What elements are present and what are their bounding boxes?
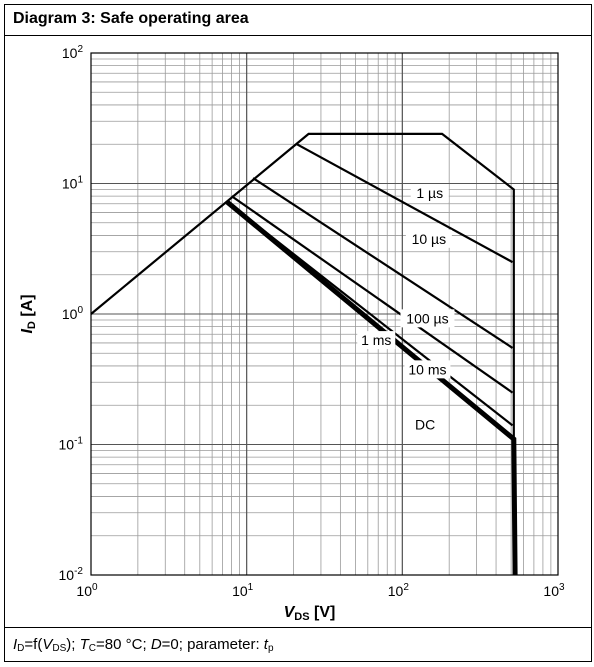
- diagram-title: Diagram 3: Safe operating area: [13, 10, 249, 27]
- curve-label-background: [404, 360, 451, 379]
- curve-label-text: 10 ms: [408, 361, 446, 377]
- curve-label-100-us: 100 µs: [400, 309, 455, 328]
- y-tick-base: 10: [62, 176, 78, 192]
- y-tick-exponent: -2: [74, 566, 83, 577]
- x-tick-labels: 100 101 102 103: [76, 582, 565, 599]
- y-tick-base: 10: [62, 306, 78, 322]
- caption-vds-symbol: V: [42, 636, 53, 653]
- y-tick-base: 10: [59, 567, 75, 583]
- x-axis-label-symbol: V: [284, 604, 296, 621]
- y-tick-label: 10-2: [59, 566, 84, 583]
- curve-label-background: [410, 184, 449, 203]
- x-tick-base: 10: [232, 583, 248, 599]
- curve-label-1-us: 1 µs: [410, 184, 449, 203]
- curve-label-text: 10 µs: [412, 231, 447, 247]
- caption-id-symbol: I: [13, 636, 18, 653]
- curve-label-10-us: 10 µs: [405, 229, 452, 248]
- caption-equals: =f(: [24, 636, 43, 653]
- y-axis-label: ID [A]: [19, 294, 38, 333]
- y-axis-label-unit: [A]: [19, 294, 36, 321]
- y-tick-label: 100: [62, 305, 84, 322]
- curve-label-background: [414, 415, 437, 434]
- caption-tc-subscript: C: [88, 643, 97, 654]
- curve-label-background: [357, 331, 396, 350]
- curve-label-background: [405, 229, 452, 248]
- x-tick-base: 10: [388, 583, 404, 599]
- caption: ID=f(VDS); TC=80 °C; D=0; parameter: tp: [13, 636, 274, 654]
- curve-label-text: DC: [415, 416, 435, 432]
- x-tick-exponent: 1: [248, 582, 254, 593]
- curve-label-DC: DC: [414, 415, 437, 434]
- x-axis-label-subscript: DS: [294, 611, 309, 623]
- caption-id-subscript: D: [17, 643, 25, 654]
- x-axis-label: VDS [V]: [284, 604, 336, 623]
- caption-d-symbol: D: [150, 636, 162, 653]
- series-line-100-us: [252, 177, 514, 349]
- caption-tp-subscript: p: [267, 643, 274, 654]
- curve-label-text: 1 µs: [416, 185, 443, 201]
- y-tick-exponent: 1: [77, 175, 83, 186]
- series-layer: [90, 132, 518, 576]
- y-axis-label-subscript: D: [26, 321, 38, 329]
- curve-label-text: 1 ms: [361, 332, 391, 348]
- y-tick-label: 10-1: [59, 436, 84, 453]
- series-line-DC: [225, 200, 518, 576]
- caption-d-value: =0; parameter:: [161, 636, 260, 653]
- x-tick-base: 10: [543, 583, 559, 599]
- caption-bar: ID=f(VDS); TC=80 °C; D=0; parameter: tp: [5, 627, 591, 661]
- curve-label-1-ms: 1 ms: [357, 331, 396, 350]
- x-axis-label-unit: [V]: [310, 604, 336, 621]
- curve-label-10-ms: 10 ms: [404, 360, 451, 379]
- series-line-1-ms: [230, 195, 514, 394]
- series-line-10-us: [296, 143, 514, 264]
- x-tick-label: 100: [76, 582, 98, 599]
- caption-tc-value: =80 °C;: [96, 636, 147, 653]
- caption-tc-symbol: T: [79, 636, 89, 653]
- x-tick-base: 10: [76, 583, 92, 599]
- curve-label-text: 100 µs: [406, 310, 448, 326]
- x-tick-exponent: 0: [92, 582, 98, 593]
- caption-vds-subscript: DS: [52, 643, 67, 654]
- y-axis-label-symbol: I: [19, 329, 36, 334]
- x-tick-label: 101: [232, 582, 254, 599]
- diagram-frame: Diagram 3: Safe operating area ID=f(VDS)…: [4, 4, 592, 662]
- title-bar: Diagram 3: Safe operating area: [5, 5, 591, 36]
- y-tick-exponent: 0: [77, 305, 83, 316]
- y-tick-exponent: 2: [77, 44, 83, 55]
- caption-close: );: [66, 636, 76, 653]
- x-tick-label: 103: [543, 582, 565, 599]
- annotation-layer: 1 µs 10 µs 100 µs 1 ms 10 ms DC: [357, 184, 455, 434]
- x-tick-label: 102: [388, 582, 410, 599]
- y-tick-label: 101: [62, 175, 84, 192]
- x-tick-exponent: 3: [559, 582, 565, 593]
- series-line-1-us: [90, 132, 515, 575]
- x-tick-exponent: 2: [403, 582, 409, 593]
- curve-label-background: [400, 309, 455, 328]
- y-tick-exponent: -1: [74, 436, 83, 447]
- y-tick-label: 102: [62, 44, 84, 61]
- y-tick-base: 10: [62, 45, 78, 61]
- caption-tp-symbol: t: [263, 636, 268, 653]
- y-tick-base: 10: [59, 437, 75, 453]
